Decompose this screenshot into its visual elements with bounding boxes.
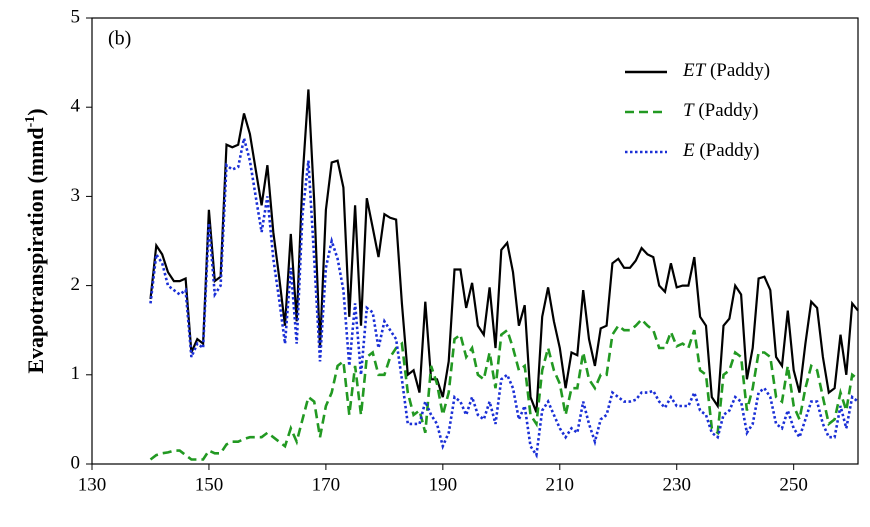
y-label-end: ) xyxy=(23,108,48,115)
x-tick-label: 150 xyxy=(195,474,224,495)
y-label-sup: -1 xyxy=(23,116,38,128)
y-tick-label: 3 xyxy=(71,185,81,206)
y-tick-label: 4 xyxy=(71,96,81,117)
plot-frame xyxy=(91,17,859,465)
y-tick-label: 1 xyxy=(71,363,81,384)
legend-label: ET (Paddy) xyxy=(682,60,770,81)
y-label-text: Evapotranspiration (mmd xyxy=(23,127,48,373)
x-tick-label: 170 xyxy=(312,474,341,495)
y-axis-label: Evapotranspiration (mmd-1) xyxy=(23,108,48,373)
x-tick-label: 190 xyxy=(429,474,458,495)
x-tick-label: 210 xyxy=(546,474,575,495)
y-tick-label: 5 xyxy=(71,6,81,27)
x-tick-label: 130 xyxy=(78,474,107,495)
series-line xyxy=(149,138,859,459)
legend-label: T (Paddy) xyxy=(683,100,758,121)
y-tick-label: 2 xyxy=(71,274,81,295)
series-line xyxy=(149,89,859,413)
x-tick-label: 230 xyxy=(662,474,691,495)
y-tick-label: 0 xyxy=(71,452,81,473)
legend-label: E (Paddy) xyxy=(682,140,760,161)
x-tick-label: 250 xyxy=(779,474,808,495)
annotation: (b) xyxy=(108,28,131,50)
series-line xyxy=(149,317,859,461)
